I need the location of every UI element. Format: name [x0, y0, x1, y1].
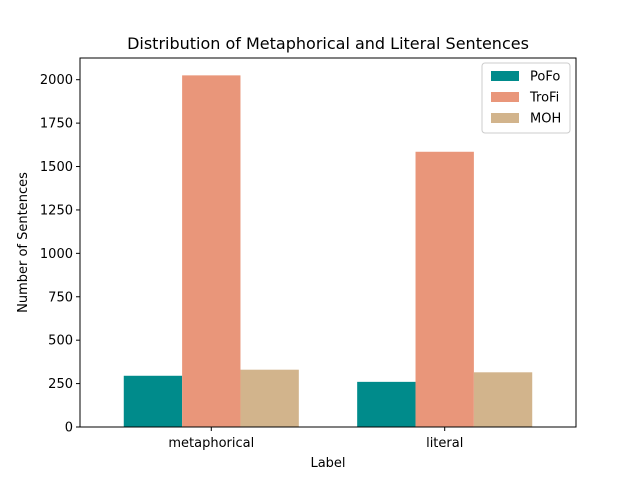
- legend-label-trofi: TroFi: [529, 91, 559, 106]
- x-tick-label: literal: [426, 436, 463, 451]
- bar-trofi-metaphorical: [182, 75, 241, 427]
- x-tick-label: metaphorical: [168, 436, 254, 451]
- legend-label-moh: MOH: [530, 112, 561, 127]
- plot-frame: [79, 57, 577, 428]
- y-tick-label: 750: [48, 290, 73, 305]
- y-tick-label: 1500: [40, 160, 73, 175]
- bar-moh-literal: [473, 372, 533, 427]
- y-axis-label: Number of Sentences: [16, 172, 31, 313]
- plot-area: 0 250 500 750 1000 1250 1500 1750 2000 metaphoric…: [40, 73, 533, 451]
- legend-swatch-moh: [491, 113, 519, 123]
- x-axis-label: Label: [310, 456, 345, 471]
- bar-pofo-metaphorical: [123, 375, 183, 427]
- legend-label-pofo: PoFo: [530, 70, 560, 85]
- y-tick-label: 2000: [40, 73, 73, 88]
- y-tick-label: 0: [65, 421, 73, 436]
- bar-moh-metaphorical: [240, 369, 299, 427]
- chart-title: Distribution of Metaphorical and Literal…: [127, 34, 529, 53]
- y-tick-label: 1750: [40, 117, 73, 132]
- legend-swatch-pofo: [491, 71, 519, 81]
- bar-pofo-literal: [357, 381, 416, 427]
- legend: PoFo TroFi MOH: [481, 62, 571, 134]
- y-tick-label: 500: [48, 334, 73, 349]
- y-tick-label: 1250: [40, 203, 73, 218]
- y-tick-label: 1000: [40, 247, 73, 262]
- y-tick-label: 250: [48, 377, 73, 392]
- legend-swatch-trofi: [491, 92, 519, 102]
- bar-trofi-literal: [415, 151, 474, 427]
